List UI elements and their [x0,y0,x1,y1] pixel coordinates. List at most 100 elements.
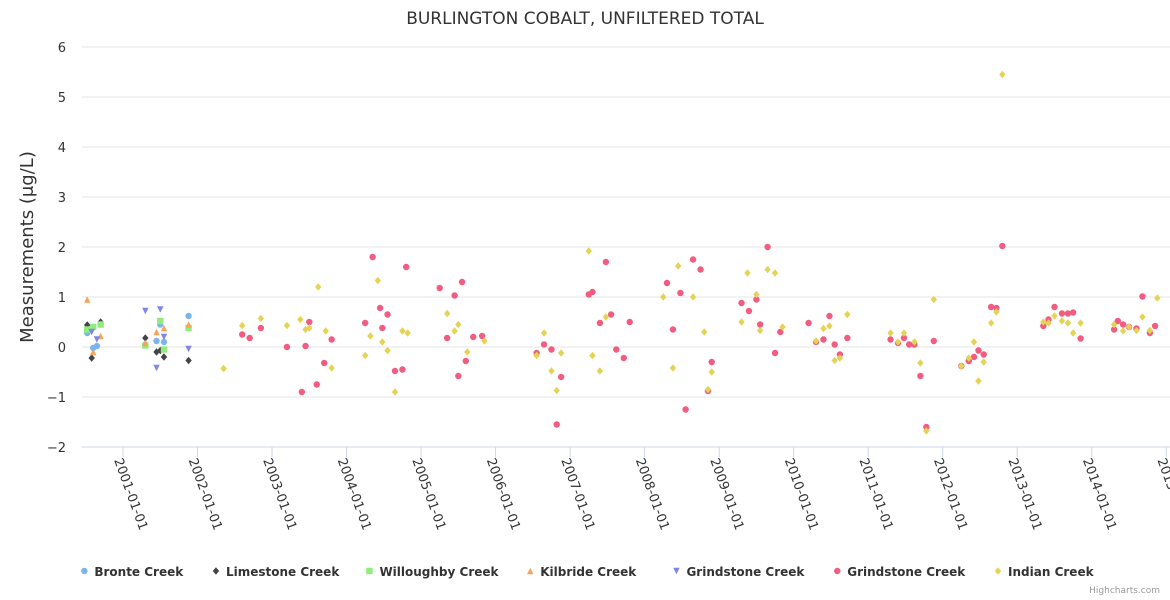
data-point[interactable] [379,324,386,332]
data-point[interactable] [553,421,560,428]
data-point[interactable] [88,354,95,362]
data-point[interactable] [478,332,486,340]
data-point[interactable] [1069,329,1077,337]
data-point[interactable] [464,348,471,356]
data-point[interactable] [306,324,313,332]
data-point[interactable] [602,258,610,266]
data-point[interactable] [923,427,930,435]
data-point[interactable] [1051,312,1058,320]
data-point[interactable] [313,381,320,388]
data-point[interactable] [257,314,265,323]
data-point[interactable] [844,310,851,319]
data-point[interactable] [246,334,253,342]
data-point[interactable] [980,358,987,366]
data-point[interactable] [1058,310,1066,317]
data-point[interactable] [455,320,462,329]
data-point[interactable] [540,329,548,337]
legend-item[interactable]: Indian Creek [994,565,1095,579]
data-point[interactable] [993,308,1000,316]
data-point[interactable] [1146,326,1154,335]
data-point[interactable] [153,364,160,372]
data-point[interactable] [297,315,304,324]
data-point[interactable] [399,327,406,335]
data-point[interactable] [999,242,1006,250]
data-point[interactable] [602,313,610,321]
data-point[interactable] [1119,327,1127,335]
data-point[interactable] [374,276,382,285]
data-point[interactable] [391,388,399,396]
data-point[interactable] [887,329,894,337]
data-point[interactable] [626,318,633,326]
data-point[interactable] [548,367,555,375]
data-point[interactable] [585,247,592,255]
data-point[interactable] [777,328,784,336]
data-point[interactable] [283,321,291,330]
data-point[interactable] [1051,303,1058,311]
data-point[interactable] [369,253,376,261]
data-point[interactable] [753,296,760,303]
data-point[interactable] [805,319,812,327]
data-point[interactable] [160,338,168,346]
data-point[interactable] [745,307,753,315]
data-point[interactable] [361,351,369,360]
data-point[interactable] [958,362,965,370]
data-point[interactable] [917,359,924,367]
data-point[interactable] [1069,309,1077,316]
data-point[interactable] [462,357,469,365]
data-point[interactable] [820,324,827,333]
data-point[interactable] [361,319,369,327]
data-point[interactable] [185,321,192,328]
data-point[interactable] [93,336,101,343]
data-point[interactable] [894,338,902,346]
data-point[interactable] [455,372,462,380]
data-point[interactable] [367,332,374,340]
data-point[interactable] [315,283,322,291]
data-point[interactable] [975,347,982,354]
data-point[interactable] [900,329,908,337]
data-point[interactable] [160,353,168,361]
data-point[interactable] [1151,322,1159,330]
data-point[interactable] [980,351,987,358]
data-point[interactable] [328,364,335,372]
data-point[interactable] [596,319,604,327]
data-point[interactable] [1077,335,1084,342]
data-point[interactable] [987,303,995,311]
data-point[interactable] [1139,293,1146,300]
data-point[interactable] [283,343,291,351]
data-point[interactable] [142,334,149,342]
data-point[interactable] [220,364,227,373]
data-point[interactable] [451,292,458,299]
data-point[interactable] [887,336,894,343]
data-point[interactable] [826,322,833,330]
data-point[interactable] [328,336,335,343]
data-point[interactable] [677,289,684,297]
data-point[interactable] [391,367,399,375]
data-point[interactable] [402,263,410,271]
data-point[interactable] [553,386,560,395]
data-point[interactable] [93,342,101,350]
data-point[interactable] [820,336,827,343]
data-point[interactable] [708,368,715,376]
data-point[interactable] [481,337,488,345]
data-point[interactable] [1110,326,1118,333]
data-point[interactable] [557,373,565,381]
data-point[interactable] [756,326,764,335]
data-point[interactable] [160,346,168,353]
data-point[interactable] [764,243,771,251]
data-point[interactable] [384,311,391,318]
data-point[interactable] [153,328,160,336]
data-point[interactable] [1125,323,1133,331]
data-point[interactable] [1058,317,1066,325]
data-point[interactable] [89,348,97,356]
data-point[interactable] [185,312,192,320]
data-point[interactable] [689,256,697,263]
data-point[interactable] [160,333,168,341]
data-point[interactable] [239,331,246,338]
legend-item[interactable]: Grindstone Creek [834,565,966,579]
data-point[interactable] [708,358,715,366]
data-point[interactable] [589,351,596,360]
data-point[interactable] [157,306,164,313]
data-point[interactable] [1110,320,1118,329]
data-point[interactable] [399,366,406,373]
data-point[interactable] [84,296,91,303]
